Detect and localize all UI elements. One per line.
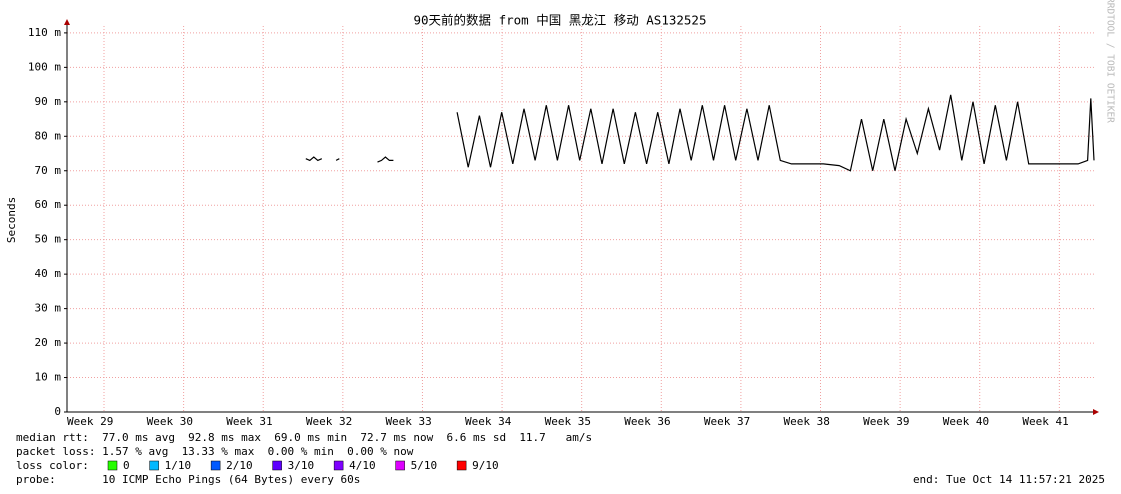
x-tick-label: Week 40 <box>943 415 989 428</box>
legend-label: 4/10 <box>349 459 376 472</box>
y-tick-label: 50 m <box>35 233 62 246</box>
legend-label: 0 <box>123 459 130 472</box>
y-tick-label: 40 m <box>35 267 62 280</box>
x-tick-label: Week 38 <box>784 415 830 428</box>
y-axis-label: Seconds <box>5 197 18 243</box>
x-axis-arrow <box>1093 409 1099 415</box>
x-tick-label: Week 32 <box>306 415 352 428</box>
chart-title: 90天前的数据 from 中国 黑龙江 移动 AS132525 <box>414 13 707 28</box>
x-tick-label: Week 34 <box>465 415 512 428</box>
probe-info: probe: 10 ICMP Echo Pings (64 Bytes) eve… <box>16 473 360 486</box>
x-tick-label: Week 29 <box>67 415 113 428</box>
x-tick-label: Week 41 <box>1022 415 1068 428</box>
watermark: RRDTOOL / TOBI OETIKER <box>1105 0 1116 123</box>
legend-swatch <box>333 460 344 471</box>
x-tick-label: Week 31 <box>226 415 272 428</box>
y-tick-label: 110 m <box>28 26 61 39</box>
stats-line: median rtt: 77.0 ms avg 92.8 ms max 69.0… <box>16 431 592 444</box>
end-time: end: Tue Oct 14 11:57:21 2025 <box>913 473 1105 486</box>
y-tick-label: 20 m <box>35 336 62 349</box>
legend-swatch <box>107 460 118 471</box>
y-tick-label: 70 m <box>35 164 62 177</box>
x-tick-label: Week 35 <box>545 415 591 428</box>
legend-swatch <box>210 460 221 471</box>
legend-label: 9/10 <box>472 459 499 472</box>
rtt-line <box>305 94 1095 172</box>
x-tick-label: Week 37 <box>704 415 750 428</box>
x-tick-label: Week 33 <box>385 415 431 428</box>
y-tick-label: 10 m <box>35 371 62 384</box>
stats-line: packet loss: 1.57 % avg 13.33 % max 0.00… <box>16 445 414 458</box>
legend-label: 5/10 <box>411 459 438 472</box>
x-tick-label: Week 30 <box>147 415 193 428</box>
grid <box>64 26 1094 413</box>
y-tick-label: 90 m <box>35 95 62 108</box>
loss-color-label: loss color: <box>16 459 89 472</box>
y-tick-label: 0 <box>54 405 61 418</box>
legend-swatch <box>395 460 405 471</box>
y-tick-label: 100 m <box>28 60 61 73</box>
y-tick-label: 60 m <box>35 198 62 211</box>
legend-label: 3/10 <box>288 459 315 472</box>
legend-label: 2/10 <box>226 459 253 472</box>
y-axis-arrow <box>64 19 70 25</box>
legend-swatch <box>149 460 159 471</box>
plot <box>305 94 1095 172</box>
x-tick-label: Week 39 <box>863 415 909 428</box>
y-tick-label: 80 m <box>35 129 62 142</box>
y-tick-label: 30 m <box>35 302 62 315</box>
legend: 0 1/10 2/10 3/10 4/10 5/10 9/10 <box>107 459 499 472</box>
legend-label: 1/10 <box>165 459 192 472</box>
legend-swatch <box>272 460 282 471</box>
legend-swatch <box>456 460 467 471</box>
x-tick-label: Week 36 <box>624 415 670 428</box>
